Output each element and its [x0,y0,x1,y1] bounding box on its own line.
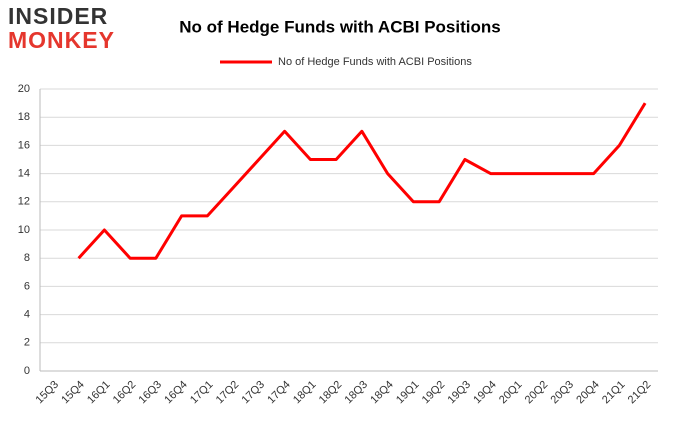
x-tick-label: 20Q4 [574,379,602,407]
x-tick-label: 20Q3 [549,379,577,407]
chart-title: No of Hedge Funds with ACBI Positions [179,17,500,36]
x-tick-label: 19Q3 [446,379,474,407]
x-tick-label: 19Q2 [420,379,448,407]
y-tick-label: 4 [24,309,30,321]
y-tick-label: 6 [24,280,30,292]
x-tick-label: 17Q4 [265,379,293,407]
x-tick-label: 17Q2 [214,379,242,407]
x-tick-label: 19Q1 [394,379,422,407]
x-tick-label: 21Q1 [600,379,628,407]
logo-line2: MONKEY [8,27,115,53]
y-tick-label: 14 [18,168,30,180]
x-tick-label: 16Q3 [137,379,165,407]
y-tick-label: 10 [18,224,30,236]
y-tick-label: 8 [24,252,30,264]
x-tick-label: 15Q3 [34,379,62,407]
x-tick-label: 15Q4 [59,379,87,407]
x-tick-label: 17Q1 [188,379,216,407]
x-tick-label: 16Q1 [85,379,113,407]
y-tick-label: 12 [18,196,30,208]
y-tick-label: 2 [24,337,30,349]
legend-label: No of Hedge Funds with ACBI Positions [278,56,472,68]
data-line [77,102,647,260]
x-tick-label: 21Q2 [626,379,654,407]
x-tick-label: 20Q2 [523,379,551,407]
x-tick-label: 19Q4 [471,379,499,407]
x-tick-label: 18Q4 [368,379,396,407]
y-tick-label: 18 [18,111,30,123]
y-tick-label: 0 [24,365,30,377]
x-tick-label: 17Q3 [240,379,268,407]
x-tick-label: 20Q1 [497,379,525,407]
y-tick-label: 20 [18,83,30,95]
logo-line1: INSIDER [8,3,108,29]
x-tick-label: 16Q4 [162,379,190,407]
y-tick-label: 16 [18,139,30,151]
x-tick-label: 18Q3 [343,379,371,407]
x-tick-label: 16Q2 [111,379,139,407]
x-tick-label: 18Q2 [317,379,345,407]
x-tick-label: 18Q1 [291,379,319,407]
